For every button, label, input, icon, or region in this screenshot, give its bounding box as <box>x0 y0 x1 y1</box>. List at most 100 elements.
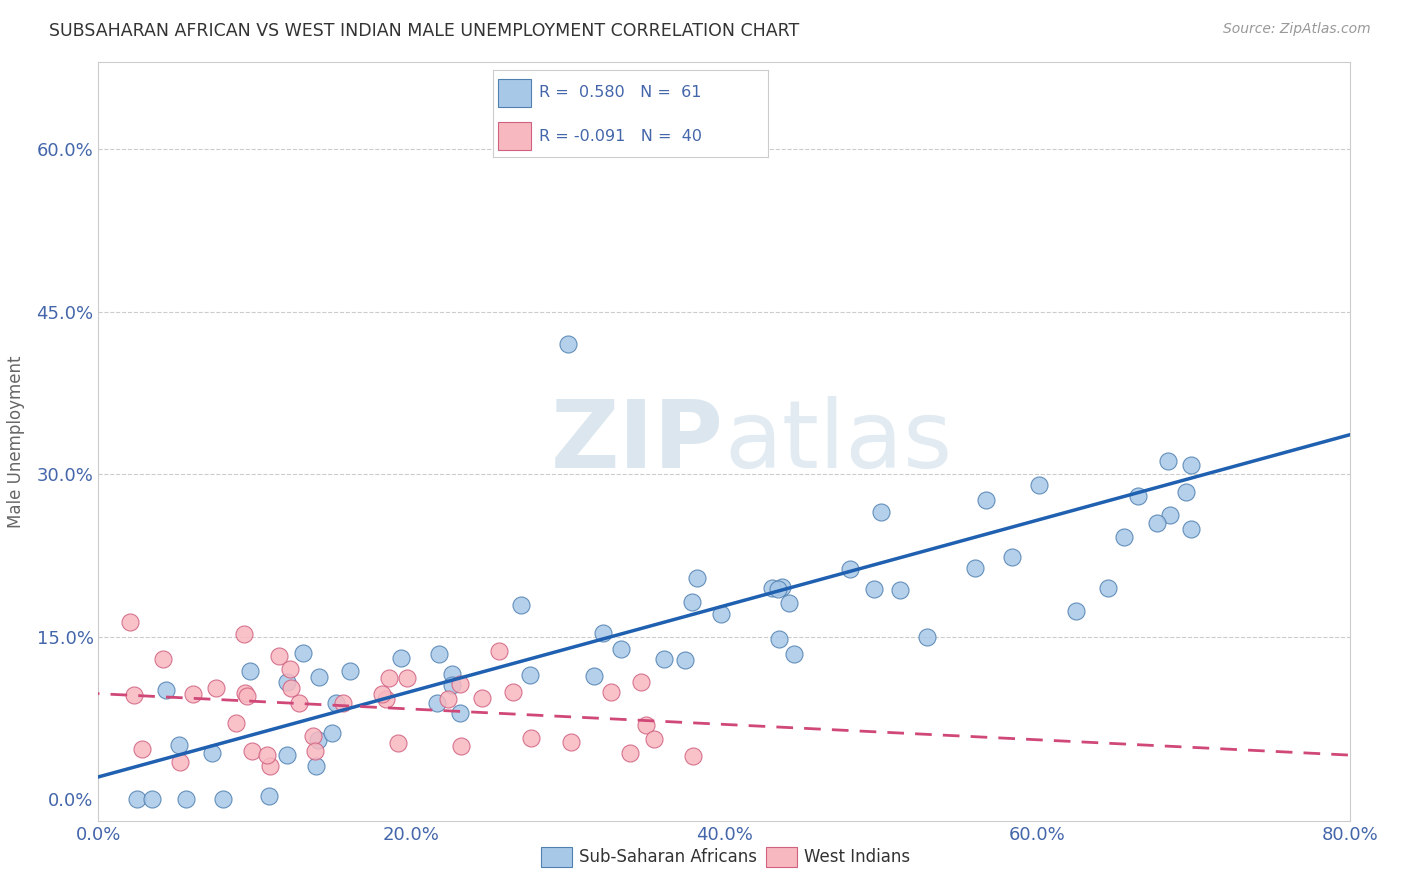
Point <box>600 685 623 699</box>
Point <box>761 581 783 595</box>
Point <box>176 792 198 806</box>
Point <box>1001 549 1024 564</box>
Point <box>308 670 330 684</box>
Point <box>201 746 224 760</box>
Point <box>339 664 361 678</box>
Point <box>378 671 401 685</box>
Point <box>609 641 631 656</box>
Point <box>440 666 463 681</box>
Point <box>321 725 343 739</box>
Point <box>305 759 328 773</box>
Point <box>371 687 394 701</box>
Point <box>630 674 652 689</box>
Text: ZIP: ZIP <box>551 395 724 488</box>
Point <box>278 662 301 676</box>
Point <box>510 599 533 613</box>
Point <box>766 582 789 597</box>
Point <box>233 627 256 641</box>
Point <box>710 607 733 621</box>
Point <box>276 748 298 763</box>
Point <box>652 652 675 666</box>
Point <box>240 744 263 758</box>
Point <box>1378 136 1400 151</box>
Point <box>292 646 315 660</box>
Point <box>436 692 458 706</box>
Point <box>167 738 190 752</box>
Point <box>768 632 790 646</box>
Point <box>1157 454 1180 468</box>
Point <box>427 647 450 661</box>
Point <box>592 625 614 640</box>
Point <box>256 747 278 762</box>
Text: West Indians: West Indians <box>804 848 910 866</box>
Point <box>239 664 262 678</box>
Point <box>686 571 709 585</box>
Point <box>557 337 579 351</box>
Point <box>1180 523 1202 537</box>
Point <box>1126 490 1149 504</box>
Point <box>169 755 191 769</box>
Point <box>211 792 233 806</box>
Point <box>1064 604 1087 618</box>
Point <box>441 678 464 692</box>
Point <box>1146 516 1168 531</box>
Point <box>643 731 665 746</box>
Point <box>1180 458 1202 473</box>
Point <box>125 792 148 806</box>
Point <box>155 683 177 698</box>
Point <box>963 561 986 575</box>
Point <box>502 685 524 699</box>
Point <box>426 696 449 710</box>
Point <box>471 691 494 706</box>
Point <box>276 674 298 689</box>
Point <box>915 630 938 644</box>
Point <box>449 677 471 691</box>
Point <box>302 729 325 743</box>
Point <box>141 792 163 806</box>
Point <box>325 696 347 710</box>
Point <box>280 681 302 695</box>
Point <box>582 669 605 683</box>
Text: Sub-Saharan Africans: Sub-Saharan Africans <box>579 848 758 866</box>
Point <box>519 668 541 682</box>
Y-axis label: Male Unemployment: Male Unemployment <box>7 355 25 528</box>
Point <box>863 582 886 597</box>
Point <box>1159 508 1181 523</box>
Point <box>488 644 510 658</box>
Point <box>288 696 311 710</box>
Point <box>520 731 543 745</box>
Point <box>636 718 658 732</box>
Point <box>838 562 860 576</box>
Point <box>152 652 174 666</box>
Point <box>1097 582 1119 596</box>
Point <box>131 742 153 756</box>
Point <box>889 583 911 598</box>
Point <box>257 789 280 804</box>
Point <box>122 688 145 702</box>
Point <box>225 716 247 731</box>
Point <box>259 759 281 773</box>
Point <box>332 696 354 710</box>
Text: SUBSAHARAN AFRICAN VS WEST INDIAN MALE UNEMPLOYMENT CORRELATION CHART: SUBSAHARAN AFRICAN VS WEST INDIAN MALE U… <box>49 22 800 40</box>
Point <box>1175 485 1198 500</box>
Point <box>673 653 696 667</box>
Point <box>307 733 329 747</box>
Point <box>450 739 472 753</box>
Point <box>267 648 290 663</box>
Point <box>619 746 641 760</box>
Point <box>205 681 228 696</box>
Point <box>235 689 257 703</box>
Point <box>449 706 471 721</box>
Point <box>391 651 413 665</box>
Point <box>304 744 326 758</box>
Point <box>1112 530 1135 544</box>
Point <box>396 671 419 685</box>
Point <box>974 493 997 508</box>
Point <box>770 580 793 594</box>
Point <box>682 748 704 763</box>
Point <box>387 735 409 749</box>
Point <box>869 505 891 519</box>
Point <box>1028 478 1050 492</box>
Text: Source: ZipAtlas.com: Source: ZipAtlas.com <box>1223 22 1371 37</box>
Point <box>118 615 141 630</box>
